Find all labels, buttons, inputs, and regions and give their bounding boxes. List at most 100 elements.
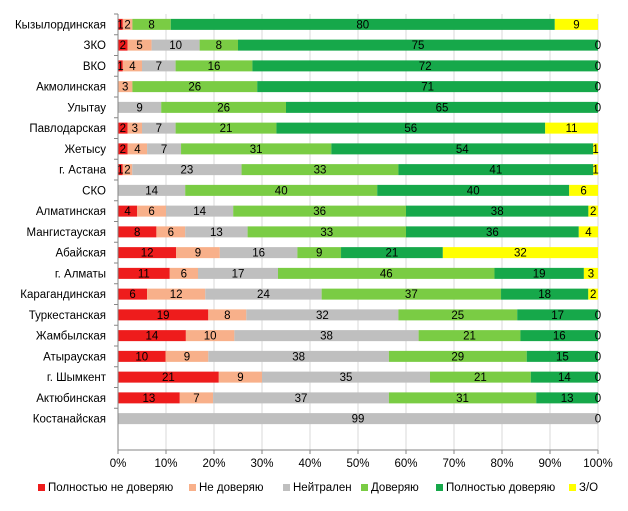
bar-segment (118, 184, 186, 196)
data-label: 0 (595, 102, 601, 114)
bar-segment (257, 81, 598, 93)
bar-segment (398, 309, 518, 321)
x-tick-label: 50% (346, 458, 369, 470)
data-label: 36 (313, 206, 326, 218)
category-label: Костанайская (33, 414, 106, 426)
category-label: ЗКО (84, 40, 107, 52)
legend-swatch (189, 484, 196, 491)
category-label: ВКО (83, 61, 106, 73)
bar-segment (297, 247, 342, 259)
legend-swatch (38, 484, 45, 491)
bar-segment (238, 39, 598, 51)
bar-segment (377, 184, 570, 196)
bar-segment (175, 122, 277, 134)
data-label: 1 (592, 165, 598, 177)
bar-segment (127, 143, 148, 155)
data-label: 40 (275, 185, 288, 197)
data-label: 6 (181, 268, 187, 280)
data-label: 33 (314, 165, 327, 177)
data-label: 9 (316, 248, 322, 260)
data-label: 13 (561, 393, 574, 405)
bar-segment (118, 330, 186, 342)
data-label: 2 (590, 206, 596, 218)
data-label: 25 (451, 310, 464, 322)
category-label: Улытау (67, 102, 106, 114)
data-label: 4 (129, 61, 136, 73)
category-label: Жетысу (64, 144, 106, 156)
legend-label: Не доверяю (199, 482, 264, 494)
x-tick-label: 40% (298, 458, 321, 470)
data-label: 6 (168, 227, 174, 239)
data-label: 9 (573, 19, 579, 31)
x-tick-label: 60% (394, 458, 417, 470)
data-label: 8 (148, 19, 154, 31)
bar-segment (118, 371, 219, 383)
bar-segment (517, 309, 598, 321)
x-tick-label: 70% (442, 458, 465, 470)
bar-segment (118, 81, 133, 93)
bar-segment (286, 101, 598, 113)
bar-segment (494, 267, 584, 279)
bar-segment (241, 164, 399, 176)
category-label: Акмолинская (36, 82, 106, 94)
data-label: 80 (356, 19, 369, 31)
bar-segment (142, 122, 176, 134)
bar-segment (593, 164, 598, 176)
bar-segment (233, 205, 406, 217)
bar-segment (132, 18, 171, 30)
bar-segment (583, 267, 598, 279)
data-label: 41 (489, 165, 502, 177)
data-label: 7 (156, 61, 162, 73)
data-label: 21 (162, 372, 175, 384)
bar-segment (161, 101, 286, 113)
bar-segment (321, 288, 502, 300)
bar-segment (536, 392, 598, 404)
bar-segment (118, 413, 598, 425)
bar-segment (208, 309, 247, 321)
data-label: 14 (146, 331, 159, 343)
legend-swatch (361, 484, 368, 491)
legend-label: Нейтрален (293, 482, 352, 494)
bar-segment (398, 164, 594, 176)
bar-segment (198, 267, 278, 279)
bar-segment (213, 392, 389, 404)
data-label: 9 (195, 248, 201, 260)
legend-swatch (436, 484, 443, 491)
bar-segment (205, 288, 322, 300)
data-label: 16 (252, 248, 265, 260)
category-label: Жамбылская (36, 331, 106, 343)
data-label: 1 (592, 144, 598, 156)
data-label: 46 (380, 268, 393, 280)
data-label: 4 (124, 206, 131, 218)
data-label: 21 (463, 331, 476, 343)
data-label: 56 (404, 123, 417, 135)
bar-segment (430, 371, 531, 383)
bar-segment (122, 164, 133, 176)
data-label: 6 (148, 206, 154, 218)
bar-segment (166, 205, 234, 217)
bar-segment (554, 18, 598, 30)
bar-segment (151, 39, 200, 51)
legend-swatch (569, 484, 576, 491)
bar-segment (276, 122, 546, 134)
data-label: 2 (590, 289, 596, 301)
bar-segment (199, 39, 238, 51)
bar-segment (442, 247, 598, 259)
data-label: 14 (193, 206, 206, 218)
x-tick-label: 80% (490, 458, 513, 470)
bar-segment (501, 288, 589, 300)
data-label: 8 (134, 227, 140, 239)
bar-segment (588, 205, 598, 217)
bar-segment (219, 247, 298, 259)
bar-segment (132, 164, 242, 176)
data-label: 7 (193, 393, 199, 405)
bar-segment (118, 288, 148, 300)
data-label: 31 (456, 393, 469, 405)
data-label: 38 (320, 331, 333, 343)
data-label: 38 (292, 351, 305, 363)
bars (118, 18, 598, 425)
data-label: 0 (595, 414, 601, 426)
legend-swatch (283, 484, 290, 491)
bar-segment (331, 143, 594, 155)
